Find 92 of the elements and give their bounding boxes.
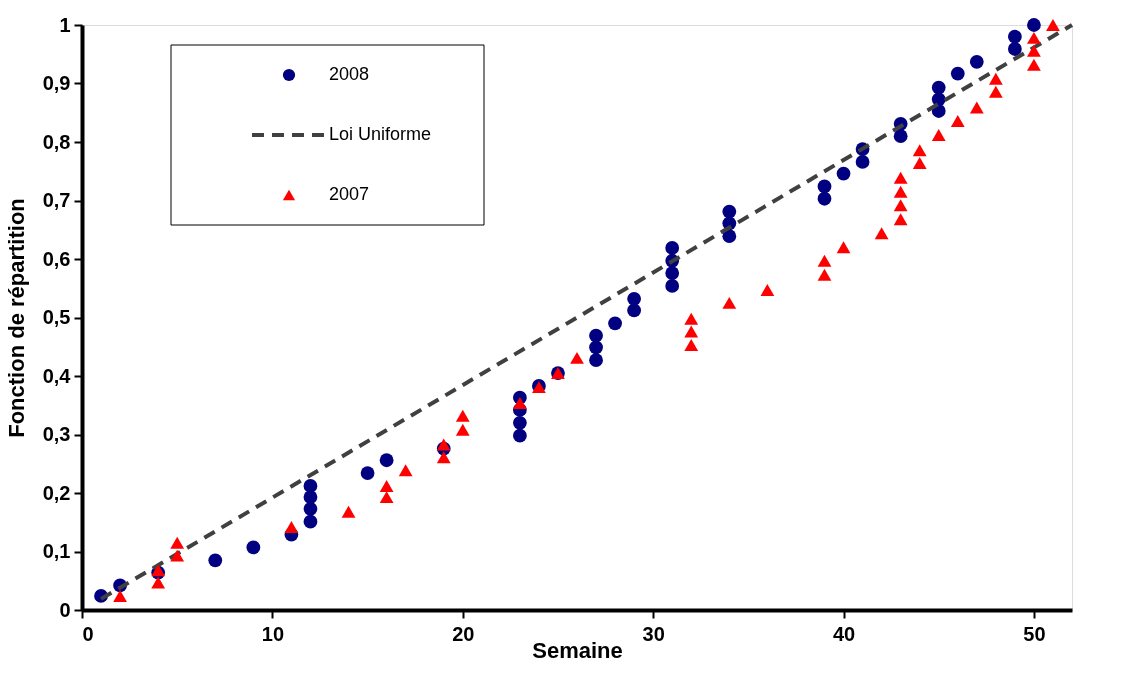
point bbox=[893, 199, 908, 212]
point bbox=[436, 451, 451, 464]
y-tick-label: 0,7 bbox=[42, 189, 71, 211]
point bbox=[665, 266, 680, 280]
point bbox=[360, 466, 375, 480]
point bbox=[817, 268, 832, 281]
y-tick-label: 0,3 bbox=[42, 423, 71, 445]
point bbox=[570, 351, 584, 364]
point bbox=[874, 227, 889, 240]
point bbox=[760, 284, 775, 296]
legend-label: Loi Uniforme bbox=[329, 124, 432, 144]
point bbox=[512, 396, 527, 409]
point bbox=[303, 514, 318, 529]
point bbox=[912, 157, 927, 170]
point bbox=[684, 312, 699, 325]
point bbox=[379, 480, 394, 492]
point bbox=[589, 353, 603, 368]
point bbox=[1027, 58, 1041, 71]
point bbox=[1046, 19, 1060, 31]
y-axis-title: Fonction de répartition bbox=[3, 198, 29, 438]
point bbox=[379, 491, 394, 504]
point bbox=[893, 185, 908, 198]
point bbox=[398, 464, 413, 477]
point bbox=[303, 501, 318, 516]
point bbox=[988, 85, 1003, 98]
point bbox=[855, 155, 870, 169]
y-tick-label: 0,8 bbox=[42, 130, 71, 153]
point bbox=[1027, 31, 1041, 44]
point bbox=[455, 409, 470, 422]
point bbox=[1007, 42, 1022, 56]
y-tick-label: 1 bbox=[59, 13, 71, 36]
point bbox=[836, 166, 851, 181]
point bbox=[627, 303, 642, 318]
point bbox=[950, 114, 965, 127]
point bbox=[969, 54, 984, 69]
point bbox=[950, 66, 965, 81]
point bbox=[988, 72, 1003, 85]
point bbox=[589, 340, 603, 355]
point bbox=[303, 479, 318, 493]
point bbox=[455, 423, 470, 436]
point bbox=[893, 213, 908, 226]
point bbox=[341, 505, 356, 518]
x-tick-label: 0 bbox=[82, 622, 94, 645]
point bbox=[817, 254, 832, 267]
y-tick-label: 0,2 bbox=[42, 481, 71, 504]
point bbox=[684, 339, 699, 351]
point bbox=[893, 129, 908, 144]
point bbox=[589, 328, 603, 343]
y-tick-label: 0,5 bbox=[42, 306, 71, 328]
point bbox=[246, 540, 261, 555]
point bbox=[722, 229, 737, 244]
y-tick-label: 0,1 bbox=[42, 540, 71, 562]
x-tick-label: 40 bbox=[832, 622, 856, 645]
point bbox=[512, 415, 527, 430]
y-tick-label: 0,6 bbox=[42, 247, 71, 270]
x-axis-title: Semaine bbox=[532, 637, 623, 663]
point bbox=[817, 179, 832, 194]
point bbox=[170, 549, 185, 562]
point bbox=[151, 576, 166, 589]
point bbox=[893, 171, 908, 184]
point bbox=[1027, 44, 1041, 57]
point bbox=[113, 589, 127, 602]
y-tick-label: 0 bbox=[59, 598, 71, 621]
point bbox=[912, 144, 927, 157]
y-tick-label: 0,4 bbox=[42, 364, 72, 387]
legend-label: 2008 bbox=[329, 64, 370, 84]
point bbox=[512, 428, 527, 443]
point bbox=[969, 101, 984, 114]
point bbox=[627, 291, 642, 306]
point bbox=[931, 80, 946, 95]
x-tick-label: 50 bbox=[1023, 622, 1046, 645]
point bbox=[722, 296, 737, 309]
point bbox=[284, 520, 299, 533]
point bbox=[836, 241, 851, 254]
point bbox=[208, 553, 223, 568]
x-tick-label: 10 bbox=[261, 622, 285, 645]
point bbox=[665, 241, 680, 255]
point bbox=[684, 325, 699, 338]
point bbox=[665, 279, 680, 293]
y-tick-label: 0,9 bbox=[42, 72, 71, 94]
point bbox=[436, 438, 451, 451]
x-tick-label: 20 bbox=[452, 622, 475, 645]
legend-label: 2007 bbox=[329, 184, 370, 204]
point bbox=[931, 129, 946, 141]
point bbox=[1027, 18, 1041, 32]
point bbox=[1007, 29, 1022, 44]
point bbox=[722, 204, 737, 219]
point bbox=[170, 536, 185, 549]
point bbox=[817, 191, 832, 206]
point bbox=[379, 453, 394, 468]
point bbox=[608, 316, 622, 331]
x-tick-label: 30 bbox=[642, 622, 665, 645]
